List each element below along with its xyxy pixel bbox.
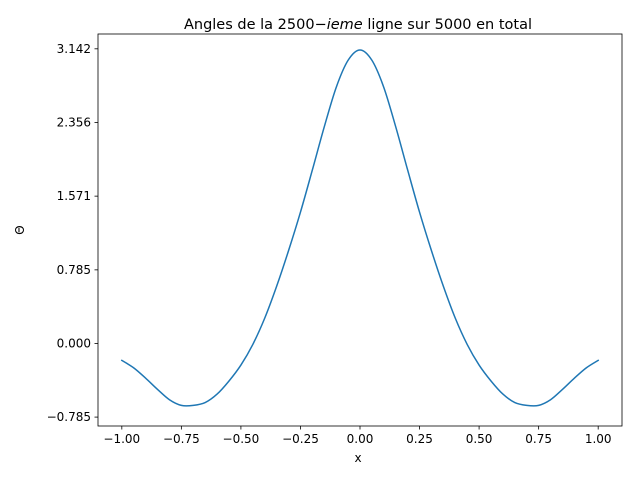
x-tick-label: 0.00 xyxy=(347,432,374,446)
x-tick-label: −0.50 xyxy=(223,432,260,446)
chart-title-prefix: Angles de la xyxy=(184,17,278,33)
x-tick-label: −0.75 xyxy=(163,432,200,446)
y-axis-ticks: −0.785 0.000 0.785 1.571 2.356 3.142 xyxy=(47,42,98,424)
y-tick-label: 2.356 xyxy=(57,116,91,130)
series-line xyxy=(120,49,600,407)
x-tick-label: 0.25 xyxy=(406,432,433,446)
chart-title-suffix: ligne sur 5000 en total xyxy=(363,17,532,33)
y-axis-label: Θ xyxy=(13,225,27,234)
chart-title-italic: ieme xyxy=(327,17,363,33)
axes-frame xyxy=(97,33,623,427)
chart-title-operator: − xyxy=(315,17,327,33)
x-axis-label: x xyxy=(354,451,361,465)
x-tick-label: −1.00 xyxy=(103,432,140,446)
x-tick-label: 1.00 xyxy=(585,432,612,446)
y-tick-label: 0.785 xyxy=(57,263,91,277)
x-tick-label: 0.50 xyxy=(466,432,493,446)
y-tick-label: 0.000 xyxy=(57,336,91,350)
x-tick-label: 0.75 xyxy=(525,432,552,446)
y-tick-label: 3.142 xyxy=(57,42,91,56)
chart-title: Angles de la 2500−ieme ligne sur 5000 en… xyxy=(184,17,532,33)
x-tick-label: −0.25 xyxy=(282,432,319,446)
plot-area xyxy=(120,49,600,407)
chart-title-number: 2500 xyxy=(278,17,315,33)
x-axis-ticks: −1.00 −0.75 −0.50 −0.25 0.00 0.25 0.50 0.75 1.00 xyxy=(103,426,612,446)
y-tick-label: 1.571 xyxy=(57,189,91,203)
y-tick-label: −0.785 xyxy=(47,410,91,424)
